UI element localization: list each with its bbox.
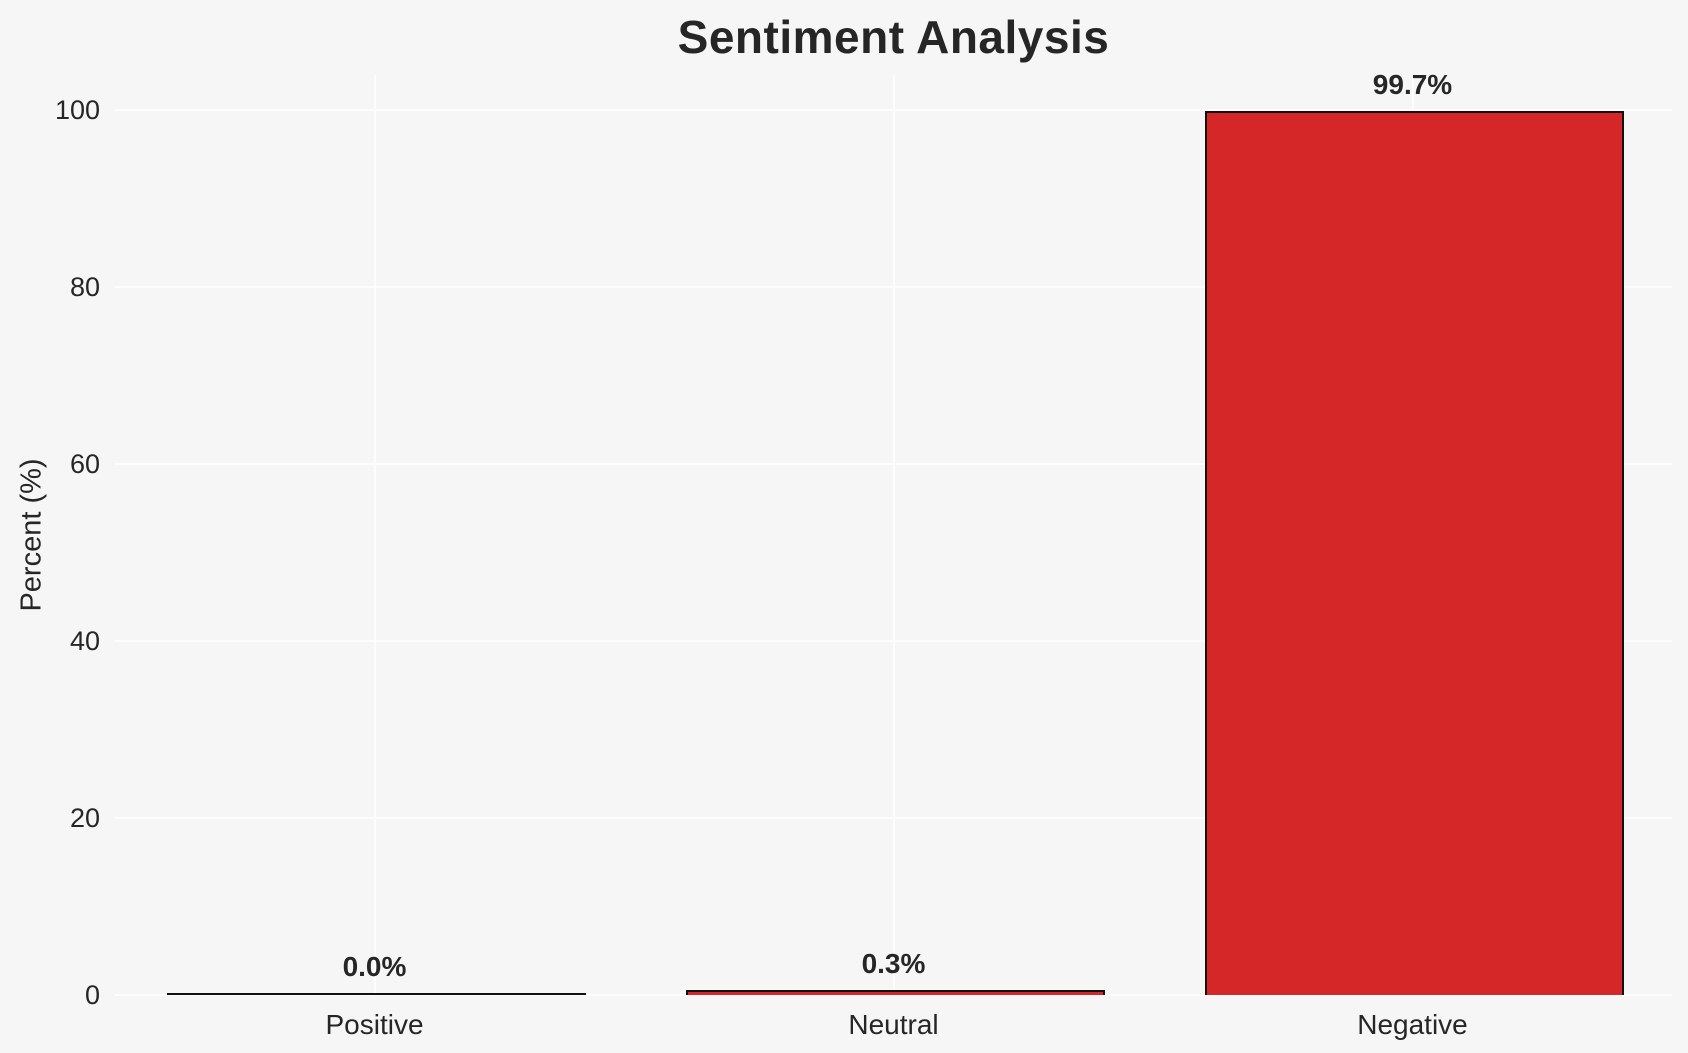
chart-title: Sentiment Analysis [677, 11, 1110, 63]
x-tick-label-negative: Negative [1357, 1009, 1468, 1040]
x-tick-label-neutral: Neutral [848, 1009, 939, 1040]
vertical-gridline [373, 75, 376, 995]
y-tick-label: 80 [69, 272, 100, 303]
vertical-gridline [892, 75, 895, 995]
bar-value-label: 0.0% [342, 951, 407, 982]
y-tick-label: 40 [69, 626, 100, 657]
y-tick-label: 100 [54, 95, 100, 126]
horizontal-gridline [115, 994, 1672, 996]
x-tick-label-positive: Positive [325, 1009, 424, 1040]
bar-positive [166, 993, 587, 995]
bar-value-label: 0.3% [861, 948, 926, 980]
bar-neutral [685, 990, 1106, 995]
y-tick-label: 60 [69, 449, 100, 480]
y-tick-label: 0 [84, 980, 100, 1010]
bar-value-label: 99.7% [1372, 69, 1453, 101]
bar-negative [1204, 111, 1625, 995]
plot-area: 0.0% Positive 0.3% Neutral 99.7% Negative [115, 69, 1672, 1040]
y-tick-label: 20 [69, 803, 100, 834]
